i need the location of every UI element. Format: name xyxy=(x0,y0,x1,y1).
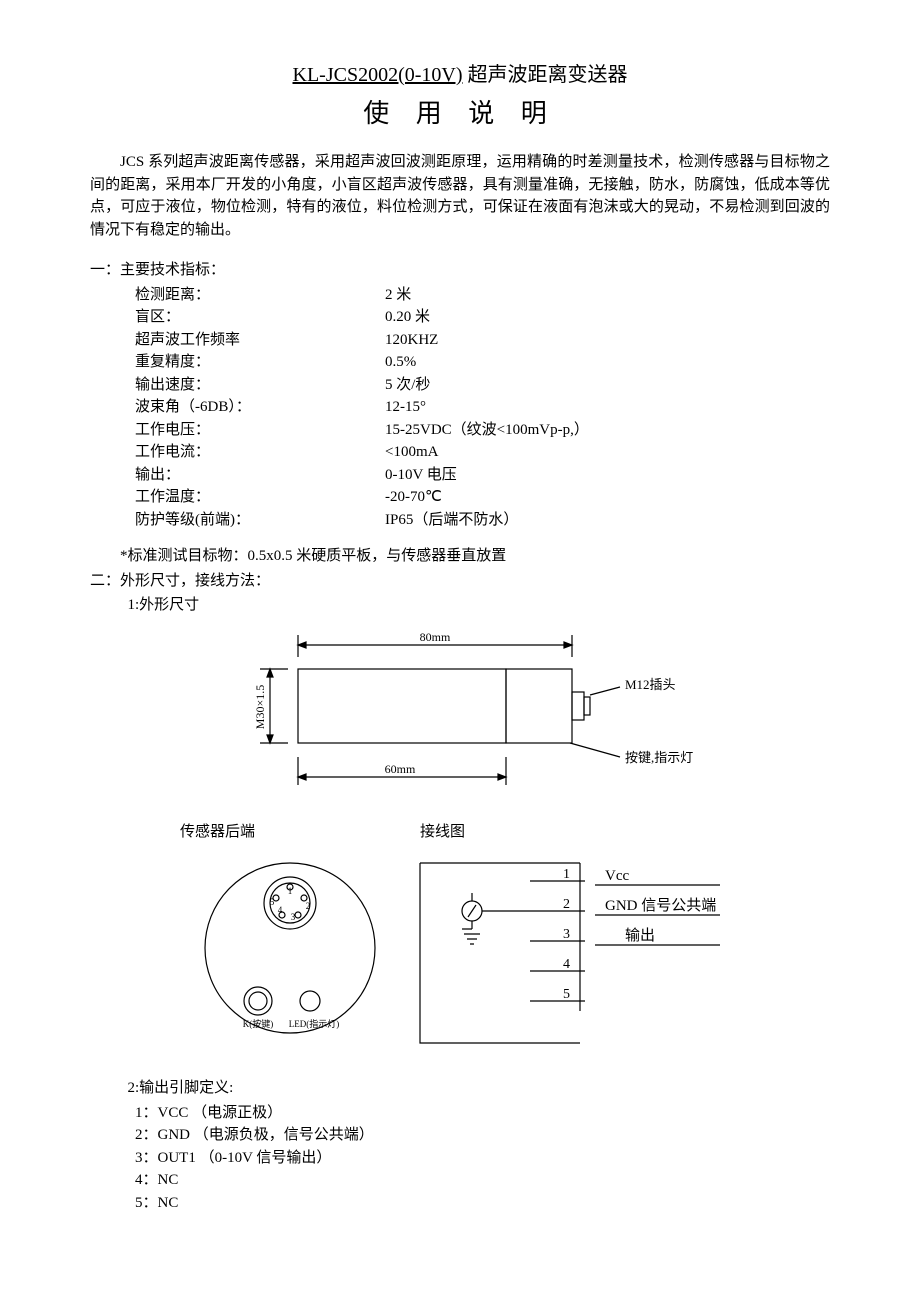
spec-row: 输出：0-10V 电压 xyxy=(135,464,830,487)
wire-num: 2 xyxy=(563,897,570,912)
pin-line: 4：NC xyxy=(135,1169,830,1192)
dim-connector-label: M12插头 xyxy=(625,677,676,692)
spec-label: 工作温度： xyxy=(135,486,385,509)
spec-label: 输出速度： xyxy=(135,374,385,397)
spec-value: 12-15° xyxy=(385,396,426,419)
wire-num: 1 xyxy=(563,867,570,882)
spec-value: 0.20 米 xyxy=(385,306,430,329)
pin-num: 5 xyxy=(270,897,275,907)
spec-row: 盲区：0.20 米 xyxy=(135,306,830,329)
intro-paragraph: JCS 系列超声波距离传感器，采用超声波回波测距原理，运用精确的时差测量技术，检… xyxy=(90,151,830,241)
section2-sub1: 1:外形尺寸 xyxy=(128,594,831,617)
wiring-diagram: 1 2 3 4 5 Vcc GND 信号公共端 输出 xyxy=(410,853,730,1053)
section1-heading: 一：主要技术指标： xyxy=(90,259,830,282)
pin-line: 1：VCC （电源正极） xyxy=(135,1102,830,1125)
k-label: K(按键) xyxy=(243,1018,274,1029)
wiring-label: 接线图 xyxy=(420,821,465,844)
spec-row: 检测距离：2 米 xyxy=(135,284,830,307)
spec-value: <100mA xyxy=(385,441,438,464)
spec-value: IP65（后端不防水） xyxy=(385,509,518,532)
spec-value: 15-25VDC（纹波<100mVp-p,） xyxy=(385,419,589,442)
spec-value: -20-70℃ xyxy=(385,486,442,509)
pin-num: 3 xyxy=(291,912,296,922)
spec-row: 工作电压：15-25VDC（纹波<100mVp-p,） xyxy=(135,419,830,442)
spec-row: 波束角（-6DB）：12-15° xyxy=(135,396,830,419)
product-suffix: 超声波距离变送器 xyxy=(463,64,628,86)
spec-value: 0-10V 电压 xyxy=(385,464,457,487)
spec-row: 重复精度：0.5% xyxy=(135,351,830,374)
section2-heading: 二：外形尺寸，接线方法： xyxy=(90,570,830,593)
page-subtitle: 使 用 说 明 xyxy=(90,94,830,133)
dimension-diagram: 80mm 60mm M30×1.5 M12插头 按键,指示灯 xyxy=(220,617,700,807)
dim-left: M30×1.5 xyxy=(253,684,267,728)
pin-num: 2 xyxy=(306,901,311,911)
spec-row: 输出速度：5 次/秒 xyxy=(135,374,830,397)
pin-line: 2：GND （电源负极，信号公共端） xyxy=(135,1124,830,1147)
pin-definitions: 1：VCC （电源正极） 2：GND （电源负极，信号公共端） 3：OUT1 （… xyxy=(135,1102,830,1215)
spec-label: 工作电流： xyxy=(135,441,385,464)
spec-row: 超声波工作频率120KHZ xyxy=(135,329,830,352)
spec-value: 0.5% xyxy=(385,351,416,374)
spec-label: 工作电压： xyxy=(135,419,385,442)
spec-row: 工作温度：-20-70℃ xyxy=(135,486,830,509)
diagram-labels-row: 传感器后端 接线图 xyxy=(90,821,830,844)
spec-value: 5 次/秒 xyxy=(385,374,430,397)
pin-num: 1 xyxy=(288,886,293,896)
wire-label: Vcc xyxy=(605,868,629,884)
pin-line: 5：NC xyxy=(135,1192,830,1215)
specs-table: 检测距离：2 米 盲区：0.20 米 超声波工作频率120KHZ 重复精度：0.… xyxy=(135,284,830,532)
spec-row: 防护等级(前端)：IP65（后端不防水） xyxy=(135,509,830,532)
spec-note: *标准测试目标物：0.5x0.5 米硬质平板，与传感器垂直放置 xyxy=(90,545,830,568)
wire-label: 输出 xyxy=(625,927,655,944)
dim-button-label: 按键,指示灯 xyxy=(625,750,693,765)
section2-sub2: 2:输出引脚定义: xyxy=(128,1077,831,1100)
spec-label: 输出： xyxy=(135,464,385,487)
spec-row: 工作电流：<100mA xyxy=(135,441,830,464)
dim-bottom: 60mm xyxy=(385,762,416,776)
page: KL-JCS2002(0-10V) 超声波距离变送器 使 用 说 明 JCS 系… xyxy=(0,0,920,1302)
spec-value: 120KHZ xyxy=(385,329,438,352)
wire-num: 3 xyxy=(563,927,570,942)
wire-num: 4 xyxy=(563,957,570,972)
wire-label: GND 信号公共端 xyxy=(605,897,716,914)
spec-label: 超声波工作频率 xyxy=(135,329,385,352)
spec-label: 重复精度： xyxy=(135,351,385,374)
spec-value: 2 米 xyxy=(385,284,411,307)
rear-label: 传感器后端 xyxy=(180,821,420,844)
product-code: KL-JCS2002(0-10V) xyxy=(293,64,463,86)
dim-top: 80mm xyxy=(420,630,451,644)
pin-num: 4 xyxy=(278,905,283,915)
spec-label: 盲区： xyxy=(135,306,385,329)
led-label: LED(指示灯) xyxy=(289,1018,340,1029)
spec-label: 防护等级(前端)： xyxy=(135,509,385,532)
wire-num: 5 xyxy=(563,987,570,1002)
spec-label: 检测距离： xyxy=(135,284,385,307)
spec-label: 波束角（-6DB）： xyxy=(135,396,385,419)
page-title: KL-JCS2002(0-10V) 超声波距离变送器 xyxy=(90,60,830,90)
diagrams-row: 1 2 3 4 5 K(按键) LED(指示灯) xyxy=(90,853,830,1053)
pin-line: 3：OUT1 （0-10V 信号输出） xyxy=(135,1147,830,1170)
rear-diagram: 1 2 3 4 5 K(按键) LED(指示灯) xyxy=(190,853,390,1053)
